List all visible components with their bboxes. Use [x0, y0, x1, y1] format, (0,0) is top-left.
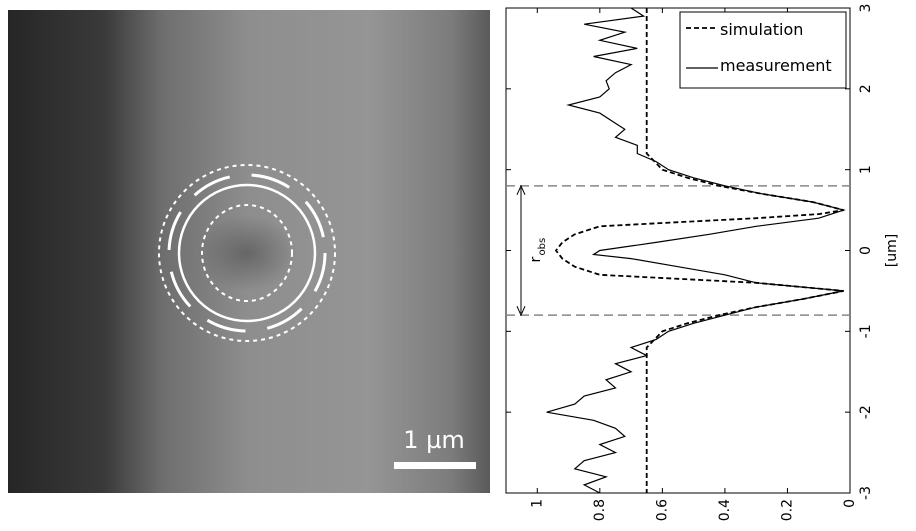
- series-line: [546, 7, 846, 494]
- x-tick-label: -2: [858, 405, 874, 419]
- legend-box: [679, 11, 847, 89]
- outer-dotted-circle: [158, 164, 336, 342]
- legend-label: simulation: [720, 20, 803, 39]
- series-line: [554, 8, 844, 493]
- annotation-subscript: obs: [537, 238, 548, 256]
- arrow-head: [516, 184, 526, 196]
- x-tick-label: -1: [858, 324, 874, 338]
- x-tick-label: 1: [858, 165, 874, 174]
- y-tick-label: 0.4: [717, 499, 733, 521]
- y-tick-label: 0: [842, 499, 858, 508]
- annotation-text: r: [528, 257, 544, 263]
- x-axis-label: [um]: [884, 234, 900, 267]
- solid-circle: [177, 183, 317, 323]
- x-tick-label: -3: [858, 486, 874, 500]
- micrograph: 1 µm: [8, 10, 490, 493]
- y-tick-label: 1: [529, 499, 545, 508]
- image-spot: [197, 215, 297, 291]
- y-tick-label: 0.6: [654, 499, 670, 521]
- y-tick-label: 0.2: [779, 499, 795, 521]
- arrow-head: [516, 305, 526, 317]
- scale-label: 1 µm: [403, 426, 465, 454]
- y-tick-label: 0.8: [592, 499, 608, 521]
- x-tick-label: 2: [858, 84, 874, 93]
- x-tick-label: 3: [858, 4, 874, 13]
- legend-label: measurement: [720, 56, 832, 75]
- dashed-circle: [167, 173, 327, 333]
- scale-bar: [394, 462, 476, 469]
- inner-dotted-circle: [201, 204, 293, 302]
- x-tick-label: 0: [858, 246, 874, 255]
